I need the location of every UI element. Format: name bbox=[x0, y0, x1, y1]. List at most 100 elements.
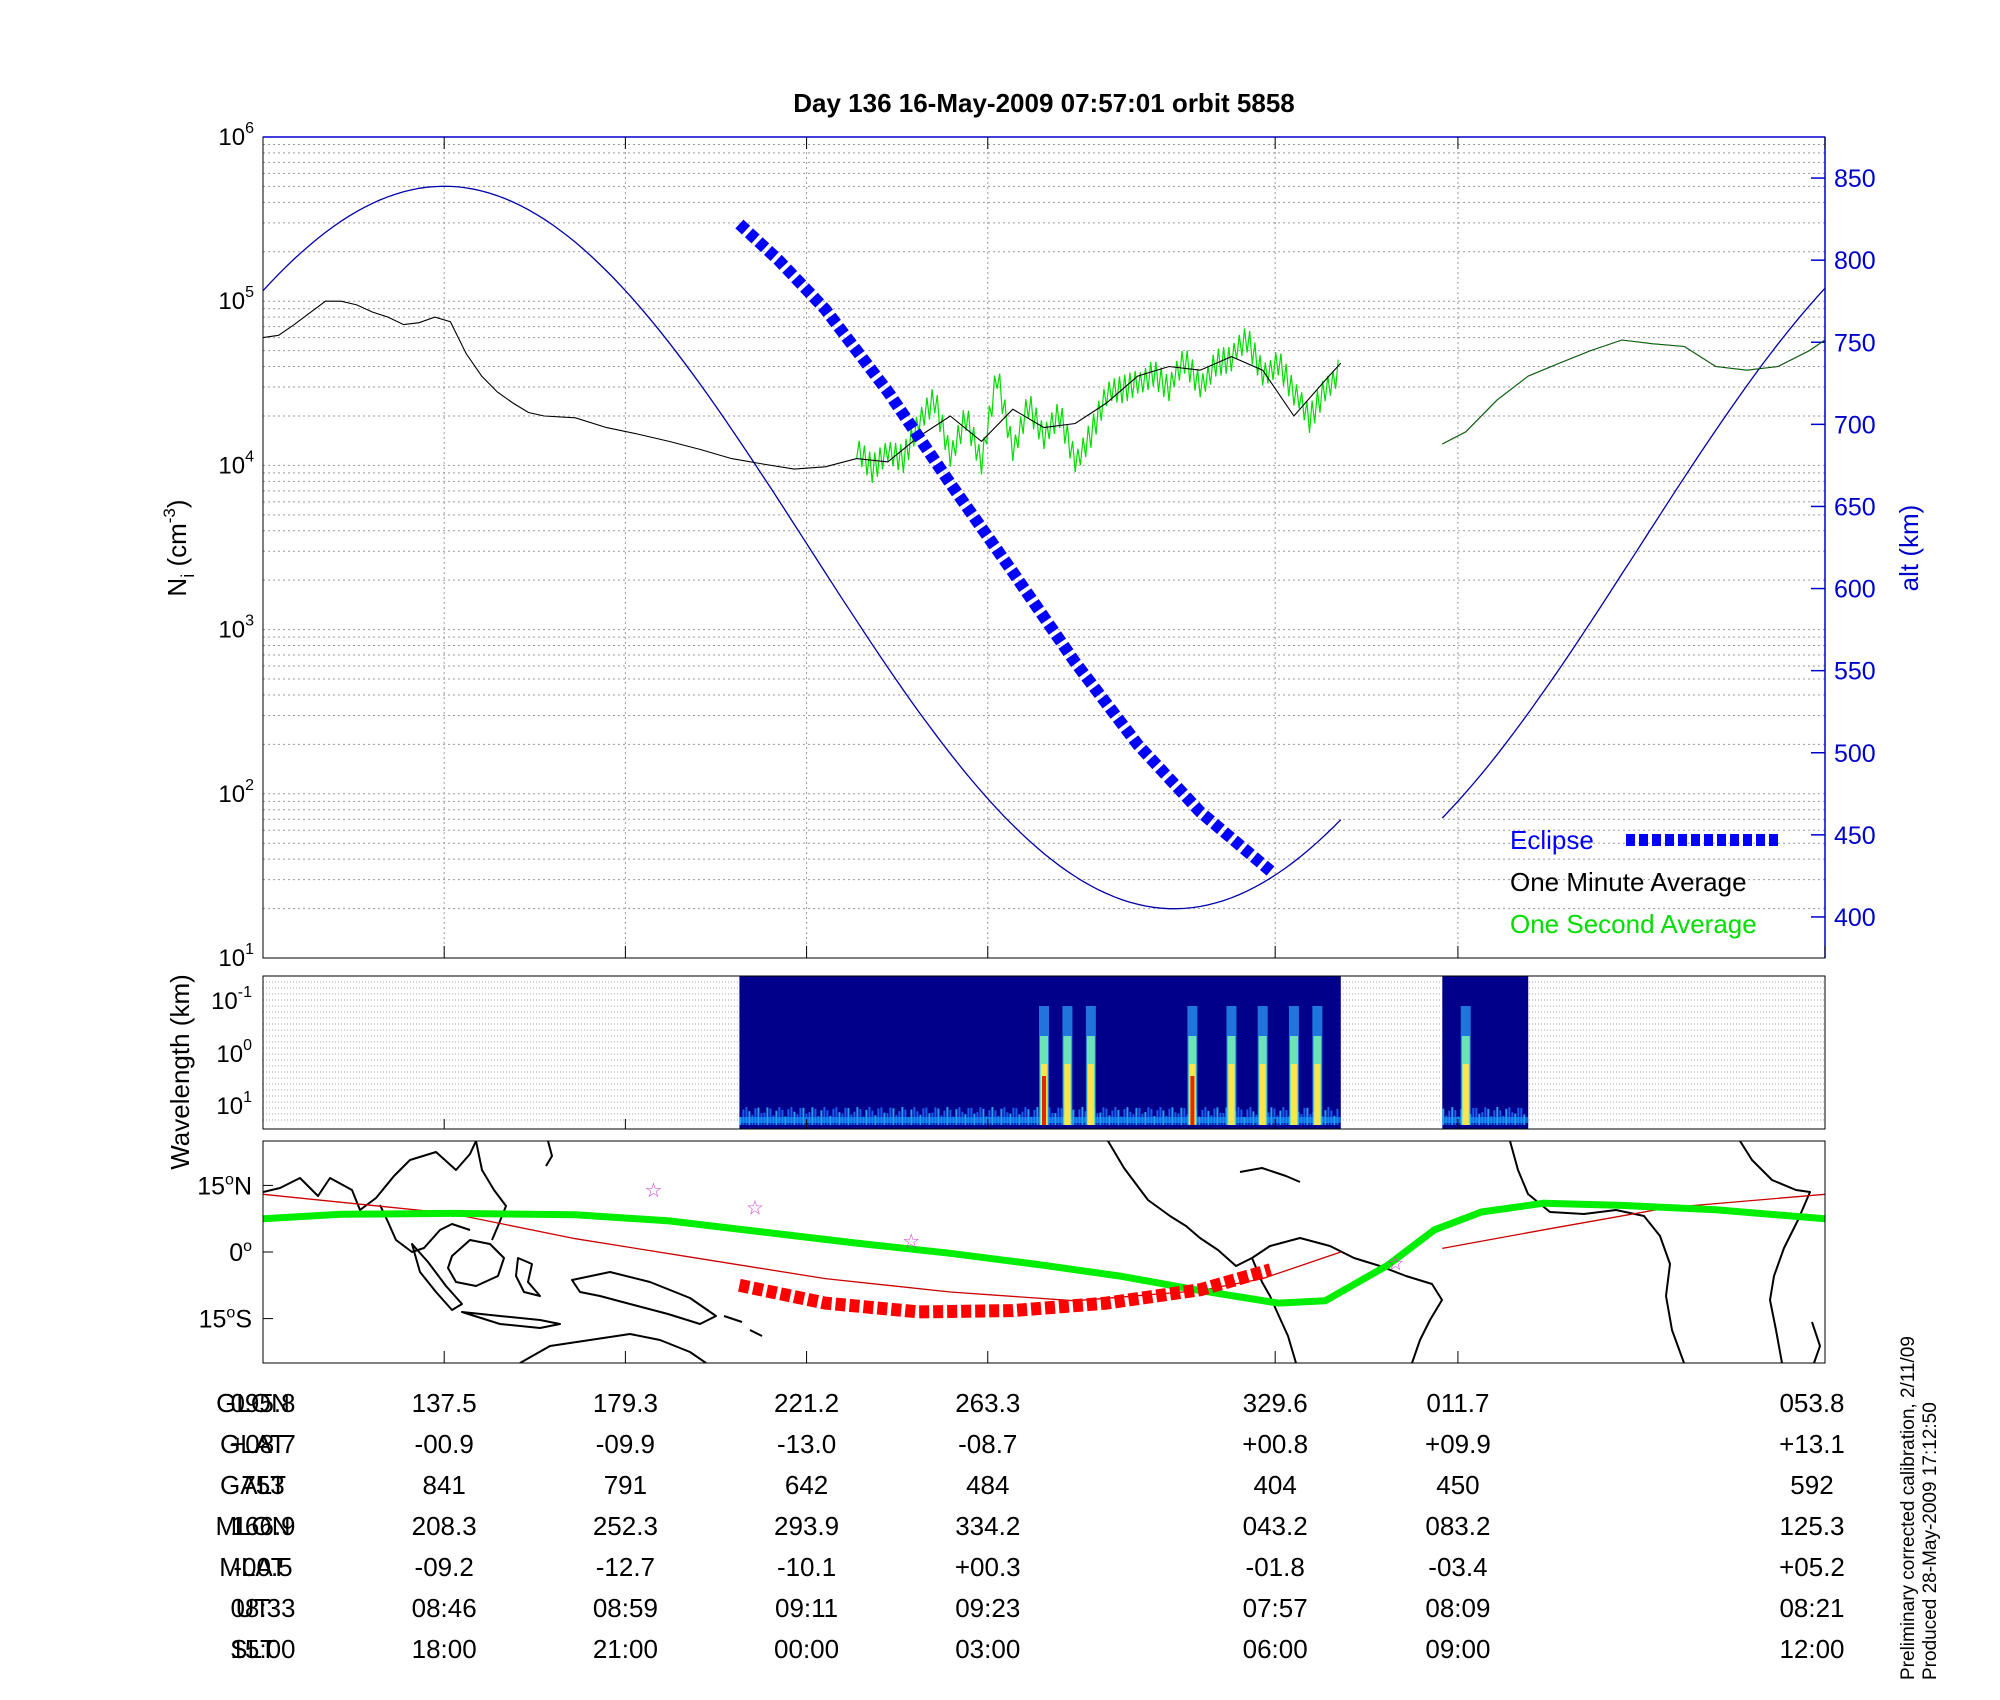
orbit-cell: -00.5 bbox=[233, 1552, 292, 1582]
coastline-japan bbox=[545, 1141, 553, 1167]
density-plot-area bbox=[263, 137, 1825, 958]
orbit-cell: +08.7 bbox=[230, 1429, 296, 1459]
orbit-cell: 095.8 bbox=[230, 1388, 295, 1418]
spectrogram-y-tick-label: 101 bbox=[216, 1089, 252, 1120]
orbit-cell: 12:00 bbox=[1779, 1634, 1844, 1664]
spectrogram-column bbox=[1306, 1107, 1309, 1125]
orbit-cell: -09.9 bbox=[596, 1429, 655, 1459]
legend-one-minute-label: One Minute Average bbox=[1510, 867, 1747, 897]
spectrogram-column bbox=[1475, 1107, 1478, 1125]
density-y-tick-label: 101 bbox=[218, 941, 254, 972]
spectrogram-column bbox=[1451, 1107, 1454, 1125]
altitude-axis-label: alt (km) bbox=[1894, 505, 1924, 592]
orbit-cell: 09:00 bbox=[1425, 1634, 1490, 1664]
orbit-cell: 043.2 bbox=[1243, 1511, 1308, 1541]
orbit-cell: 404 bbox=[1253, 1470, 1296, 1500]
density-y-tick-exponent: 2 bbox=[245, 777, 254, 794]
orbit-cell: 137.5 bbox=[412, 1388, 477, 1418]
spectrogram-column bbox=[970, 1107, 973, 1125]
spectrogram-column bbox=[868, 1107, 871, 1125]
spectrogram-column bbox=[1114, 1107, 1117, 1125]
map-y-tick-degree: o bbox=[243, 1238, 252, 1255]
density-y-tick-exponent: 1 bbox=[245, 941, 254, 958]
altitude-tick-label: 700 bbox=[1834, 411, 1876, 439]
spectrogram-column bbox=[934, 1107, 937, 1125]
coastline-sulawesi bbox=[515, 1257, 541, 1297]
spectrogram-column bbox=[1015, 1108, 1018, 1125]
orbit-cell: -13.0 bbox=[777, 1429, 836, 1459]
map-y-tick-value: 15 bbox=[197, 1172, 225, 1200]
spectrogram-column bbox=[880, 1107, 883, 1125]
altitude-tick-label: 600 bbox=[1834, 576, 1876, 604]
spectrogram-column bbox=[922, 1108, 925, 1125]
spectrogram-y-tick-base: 10 bbox=[216, 1041, 243, 1068]
density-y-tick-label: 103 bbox=[218, 613, 254, 644]
spectrogram-burst-peak bbox=[1290, 1064, 1297, 1125]
orbit-cell: 18:00 bbox=[412, 1634, 477, 1664]
orbit-cell: 08:59 bbox=[593, 1593, 658, 1623]
spectrogram-column bbox=[1249, 1107, 1252, 1125]
orbit-cell: 21:00 bbox=[593, 1634, 658, 1664]
spectrogram-column bbox=[790, 1107, 793, 1125]
spectrogram-column bbox=[901, 1107, 904, 1125]
spectrogram-column bbox=[1102, 1107, 1105, 1125]
density-ylabel-unit: (cm bbox=[162, 523, 192, 574]
orbit-cell: 09:23 bbox=[955, 1593, 1020, 1623]
orbit-row-label: GLON bbox=[216, 1388, 290, 1418]
spectrogram-y-tick-label: 10-1 bbox=[211, 984, 252, 1015]
orbit-cell: +00.8 bbox=[1242, 1429, 1308, 1459]
spectrogram-column bbox=[877, 1108, 880, 1125]
legend-eclipse-label: Eclipse bbox=[1510, 825, 1594, 855]
spectrogram-column bbox=[946, 1107, 949, 1125]
spectrogram-column bbox=[889, 1107, 892, 1125]
spectrogram-column bbox=[757, 1107, 760, 1125]
orbit-cell: +00.3 bbox=[955, 1552, 1021, 1582]
orbit-row-label: MLON bbox=[215, 1511, 290, 1541]
orbit-cell: 334.2 bbox=[955, 1511, 1020, 1541]
spectrogram-burst-peak bbox=[1228, 1064, 1235, 1125]
spectrogram-column bbox=[1213, 1108, 1216, 1125]
spectrogram-column bbox=[1270, 1107, 1273, 1125]
footnote-line-1: Preliminary corrected calibration, 2/11/… bbox=[1898, 1336, 1919, 1680]
spectrogram-column bbox=[1183, 1108, 1186, 1125]
map-y-tick-label: 15oS bbox=[199, 1305, 252, 1334]
spectrogram-y-tick-exponent: 1 bbox=[243, 1089, 252, 1106]
orbit-cell: 484 bbox=[966, 1470, 1009, 1500]
spectrogram-column bbox=[1487, 1108, 1490, 1125]
spectrogram-column bbox=[1327, 1107, 1330, 1125]
map-y-tick-degree: o bbox=[226, 1305, 235, 1322]
spectrogram-column bbox=[1282, 1107, 1285, 1125]
spectrogram-y-tick-base: 10 bbox=[211, 988, 238, 1015]
map-y-tick-value: 15 bbox=[199, 1306, 227, 1334]
coastline-philippines bbox=[475, 1141, 507, 1241]
spectrogram-column bbox=[1237, 1107, 1240, 1125]
eclipse-track-line bbox=[738, 1263, 1273, 1319]
spectrogram-column bbox=[1180, 1107, 1183, 1125]
density-y-tick-exponent: 3 bbox=[245, 613, 254, 630]
altitude-tick-label: 400 bbox=[1834, 904, 1876, 932]
density-y-tick-base: 10 bbox=[218, 124, 245, 151]
spectrogram-column bbox=[1442, 1108, 1445, 1125]
orbit-cell: -10.1 bbox=[777, 1552, 836, 1582]
spectrogram-column bbox=[745, 1107, 748, 1125]
one-second-average-line bbox=[856, 328, 1339, 483]
spectrogram-column bbox=[802, 1107, 805, 1125]
one-minute-average-line bbox=[263, 300, 1342, 470]
spectrogram-y-tick-exponent: -1 bbox=[238, 984, 252, 1001]
density-y-tick-exponent: 4 bbox=[245, 448, 254, 465]
spectrogram-column bbox=[1105, 1108, 1108, 1125]
coastline-australia bbox=[519, 1333, 707, 1363]
spectrogram-column bbox=[967, 1107, 970, 1125]
spectrogram-frame bbox=[262, 975, 1826, 1130]
station-star-icon: ☆ bbox=[1386, 1253, 1404, 1275]
spectrogram-column bbox=[1508, 1107, 1511, 1125]
orbit-cell: -12.7 bbox=[596, 1552, 655, 1582]
spectrogram-column bbox=[766, 1107, 769, 1125]
density-series bbox=[263, 185, 1825, 910]
spectrogram-y-tick-exponent: 0 bbox=[243, 1037, 252, 1054]
orbit-cell: 592 bbox=[1790, 1470, 1833, 1500]
spectrogram-burst-peak bbox=[1064, 1064, 1071, 1125]
